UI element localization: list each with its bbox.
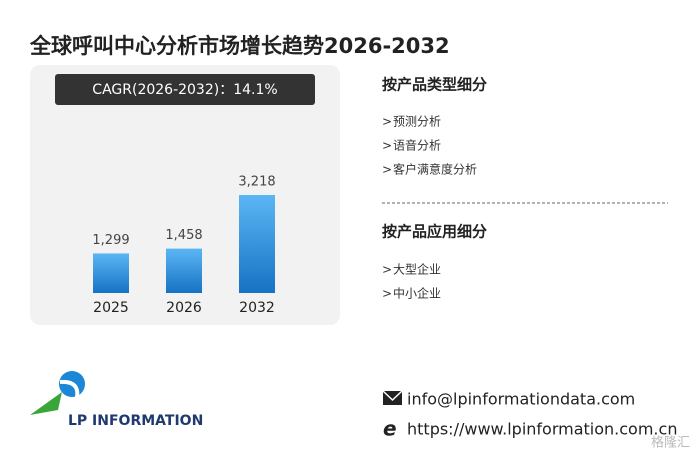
bullet: > bbox=[382, 263, 392, 277]
bullet: > bbox=[382, 115, 392, 129]
value-label: 1,458 bbox=[165, 228, 202, 243]
watermark: 格隆汇 bbox=[651, 435, 690, 451]
email: info@lpinformationdata.com bbox=[407, 390, 635, 409]
logo-curve bbox=[59, 379, 80, 421]
x-tick-label: 2026 bbox=[166, 300, 202, 316]
segment-item: 预测分析 bbox=[393, 115, 441, 129]
bar bbox=[239, 195, 275, 293]
value-label: 1,299 bbox=[92, 233, 129, 248]
bar bbox=[93, 253, 129, 293]
segment-item: 客户满意度分析 bbox=[393, 162, 477, 177]
bar bbox=[166, 248, 202, 293]
logo: LP INFORMATION bbox=[30, 371, 203, 429]
x-tick-label: 2025 bbox=[93, 300, 129, 316]
segment-heading: 按产品应用细分 bbox=[382, 223, 487, 241]
segment-item: 大型企业 bbox=[393, 262, 441, 277]
cagr-box bbox=[55, 74, 315, 105]
cagr-text: CAGR(2026-2032)：14.1% bbox=[92, 82, 277, 98]
bullet: > bbox=[382, 287, 392, 301]
web-icon: e bbox=[383, 417, 397, 441]
segment-item: 中小企业 bbox=[393, 286, 441, 301]
logo-leaf bbox=[30, 392, 62, 415]
x-tick-label: 2032 bbox=[239, 300, 275, 316]
bullet: > bbox=[382, 163, 392, 177]
logo-text: LP INFORMATION bbox=[68, 413, 203, 429]
title: 全球呼叫中心分析市场增长趋势2026-2032 bbox=[29, 34, 450, 58]
value-label: 3,218 bbox=[238, 175, 275, 190]
bullet: > bbox=[382, 139, 392, 153]
website: https://www.lpinformation.com.cn bbox=[407, 420, 677, 439]
bar-chart: 1,299 2025 1,458 2026 3,218 2032 bbox=[92, 175, 275, 317]
segment-item: 语音分析 bbox=[393, 138, 441, 153]
segment-heading: 按产品类型细分 bbox=[382, 76, 487, 94]
email-icon-flap bbox=[382, 390, 403, 402]
